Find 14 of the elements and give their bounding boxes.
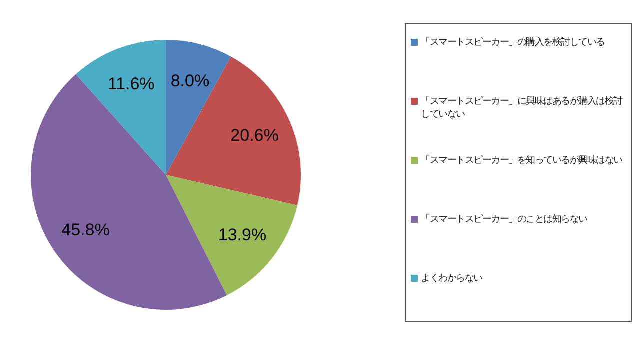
- legend-label: 「スマートスピーカー」の購入を検討している: [421, 36, 605, 49]
- data-label: 8.0%: [170, 71, 210, 90]
- pie-slice: [166, 56, 301, 206]
- pie-slice: [76, 40, 166, 175]
- pie-slice: [166, 175, 298, 296]
- data-label: 20.6%: [230, 126, 279, 145]
- legend-label: 「スマートスピーカー」のことは知らない: [421, 213, 588, 226]
- legend-label: 「スマートスピーカー」に興味はあるが購入は検討していない: [421, 95, 624, 121]
- legend-label: よくわからない: [421, 272, 482, 285]
- legend-label: 「スマートスピーカー」を知っているが興味はない: [421, 154, 622, 167]
- data-label: 13.9%: [218, 225, 267, 244]
- pie-slice: [166, 40, 232, 175]
- data-label: 11.6%: [108, 74, 155, 94]
- data-label: 45.8%: [62, 220, 110, 240]
